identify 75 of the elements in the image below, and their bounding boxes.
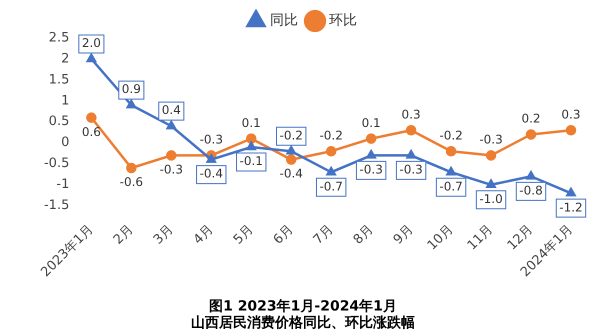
y-tick-label: 1.5 — [48, 72, 70, 88]
point — [126, 100, 136, 108]
x-tick-label: 6月 — [270, 222, 296, 248]
data-label: -0.4 — [279, 166, 303, 181]
x-tick-label: 12月 — [504, 222, 536, 254]
point — [86, 112, 97, 123]
x-tick-label: 3月 — [150, 222, 177, 248]
data-label: -0.3 — [479, 132, 503, 147]
point — [406, 150, 416, 159]
data-label: -0.3 — [200, 132, 223, 147]
point — [526, 129, 536, 140]
point — [246, 142, 256, 150]
point — [286, 154, 296, 165]
y-tick-label: -1 — [56, 177, 70, 192]
point — [446, 146, 456, 156]
data-label: -0.8 — [519, 184, 543, 198]
x-tick-label: 8月 — [350, 222, 376, 248]
point — [366, 150, 376, 159]
data-label: -0.2 — [279, 128, 303, 142]
text: 图1 2023年1月-2024年1月 — [209, 298, 397, 314]
data-label: 0.1 — [242, 116, 261, 130]
data-label: 0.3 — [402, 107, 421, 122]
data-label: -1.2 — [559, 200, 583, 214]
y-tick-label: 2.5 — [48, 30, 70, 46]
x-tick-label: 4月 — [190, 222, 216, 248]
x-tick-label: 9月 — [390, 222, 416, 248]
point — [366, 133, 376, 144]
data-label: -0.7 — [439, 179, 463, 194]
legend-label: 同比 — [270, 12, 298, 29]
x-tick-label: 2月 — [110, 222, 137, 248]
point — [126, 162, 137, 174]
point — [406, 125, 416, 136]
point — [86, 54, 96, 62]
point — [206, 154, 216, 163]
data-label: -0.3 — [160, 162, 184, 177]
data-label: 0.9 — [122, 82, 141, 96]
data-label: -0.7 — [319, 179, 343, 194]
data-label: 0.2 — [521, 112, 541, 126]
point — [166, 120, 176, 130]
data-label: 0.6 — [82, 124, 101, 139]
data-label: -0.6 — [120, 175, 144, 190]
data-label: 0.1 — [362, 116, 381, 130]
data-label: 0.3 — [561, 107, 581, 122]
y-tick-label: 0.5 — [48, 114, 70, 130]
point — [326, 166, 336, 176]
data-label: -0.4 — [200, 166, 223, 181]
data-label: -0.2 — [319, 128, 343, 142]
x-tick-label: 5月 — [230, 222, 256, 248]
point — [166, 150, 177, 161]
point — [486, 180, 496, 188]
data-label: -0.3 — [359, 162, 383, 177]
y-tick-label: -1.5 — [44, 198, 70, 214]
point — [486, 150, 496, 161]
y-tick-label: 1 — [61, 93, 70, 108]
y-tick-label: 2 — [61, 51, 70, 66]
point — [246, 133, 256, 144]
x-tick-label: 10月 — [424, 222, 456, 254]
data-label: -0.3 — [399, 162, 423, 177]
legend-label: 环比 — [329, 12, 357, 29]
data-label: -0.2 — [439, 128, 463, 142]
data-label: 2.0 — [82, 36, 101, 50]
point — [526, 171, 536, 180]
point — [446, 166, 456, 176]
data-label: -1.0 — [479, 192, 503, 206]
data-label: 0.4 — [162, 103, 181, 118]
y-tick-label: -0.5 — [44, 156, 70, 172]
y-tick-label: 0 — [61, 135, 70, 150]
x-tick-label: 11月 — [464, 222, 496, 254]
point — [566, 188, 576, 196]
point — [326, 146, 336, 156]
text: 山西居民消费价格同比、环比涨跌幅 — [191, 315, 415, 332]
point — [566, 125, 576, 136]
data-label: -0.1 — [240, 154, 263, 168]
point — [286, 146, 296, 154]
x-tick-label: 7月 — [310, 222, 336, 248]
